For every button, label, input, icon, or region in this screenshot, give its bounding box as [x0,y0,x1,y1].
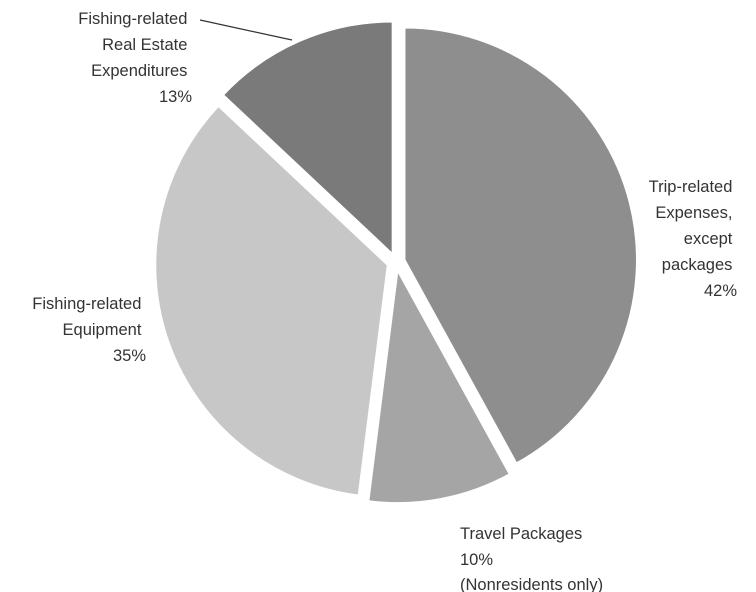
label-trip-related: Trip-related Expenses, except packages 4… [649,178,738,300]
label-fishing-real-estate-line-2: Real Estate [102,36,187,54]
label-fishing-equipment-line-1: Fishing-related [32,295,141,313]
label-trip-related-line-2: Expenses, [655,204,732,222]
pie-slice-travel-packages [367,268,511,504]
label-trip-related-value: 42% [704,282,737,300]
leader-line-real-estate [199,19,293,41]
label-fishing-equipment-line-2: Equipment [63,321,142,339]
label-fishing-real-estate: Fishing-related Real Estate Expenditures… [78,10,192,106]
label-fishing-equipment-value: 35% [113,347,146,365]
label-fishing-real-estate-value: 13% [159,88,192,106]
slice-labels: Trip-related Expenses, except packages 4… [32,10,737,592]
label-travel-packages-line-1: Travel Packages [460,525,582,543]
pie-slices [154,20,638,504]
label-travel-packages-note: (Nonresidents only) [460,576,603,592]
label-travel-packages: Travel Packages 10% (Nonresidents only) [460,525,603,592]
label-fishing-equipment: Fishing-related Equipment 35% [32,295,146,365]
pie-slice-fishing-equipment [154,105,389,497]
pie-slice-fishing-real-estate [222,20,394,256]
label-fishing-real-estate-line-1: Fishing-related [78,10,187,28]
label-trip-related-line-1: Trip-related [649,178,733,196]
pie-slice-trip-related [403,27,638,465]
label-travel-packages-value: 10% [460,551,493,569]
label-trip-related-line-4: packages [662,256,733,274]
label-trip-related-line-3: except [684,230,733,248]
label-fishing-real-estate-line-3: Expenditures [91,62,187,80]
